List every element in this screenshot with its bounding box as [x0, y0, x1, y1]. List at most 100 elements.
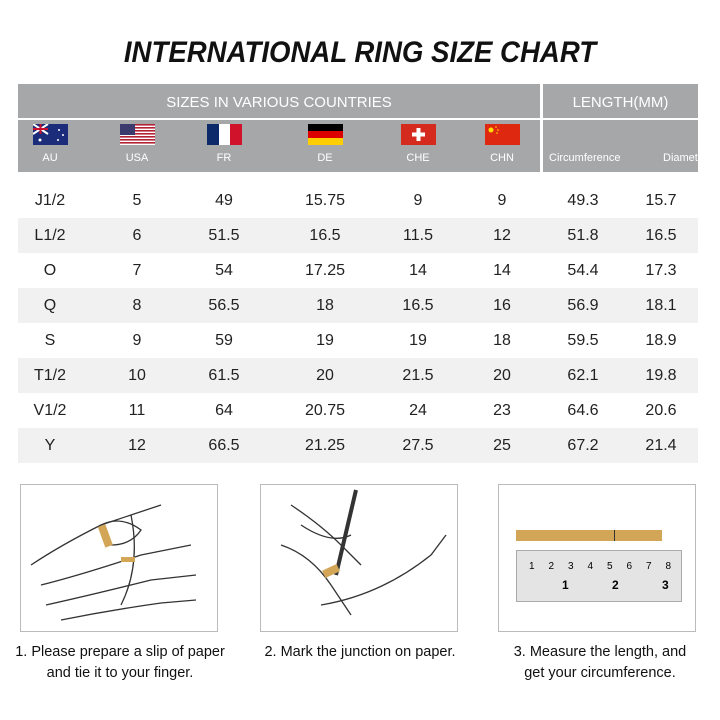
step1-illustration: [20, 484, 218, 632]
table-cell: 56.9: [567, 297, 599, 314]
table-cell: 18.1: [645, 297, 677, 314]
table-cell: Y: [44, 437, 56, 454]
table-row: Q 8 56.5 18 16.5 16 56.9 18.1: [18, 288, 698, 323]
table-row: T1/2 10 61.5 20 21.5 20 62.1 19.8: [18, 358, 698, 393]
ruler-mark: 2: [548, 561, 555, 572]
sizes-header: SIZES IN VARIOUS COUNTRIES: [18, 84, 540, 118]
table-cell: L1/2: [34, 227, 66, 244]
country-code: USA: [125, 152, 149, 164]
step-line: 1. Please prepare a slip of paper: [15, 644, 225, 660]
table-cell: 21.5: [402, 367, 434, 384]
ruler-mark: 1: [529, 561, 535, 572]
usa-flag-icon: [120, 124, 155, 145]
table-cell: 16: [493, 297, 511, 314]
france-flag-icon: [207, 124, 242, 145]
table-row: V1/2 11 64 20.75 24 23 64.6 20.6: [18, 393, 698, 428]
country-row: AU USA FR DE CHE CHN: [18, 120, 540, 172]
table-cell: 51.5: [208, 227, 240, 244]
table-cell: 17.25: [304, 262, 346, 279]
hand-marking-paper-icon: [280, 489, 447, 616]
table-cell: 62.1: [567, 367, 599, 384]
table-cell: 12: [493, 227, 511, 244]
table-cell: 18: [493, 332, 511, 349]
table-cell: 20: [316, 367, 334, 384]
ruler-mark: 3: [662, 578, 669, 592]
table-cell: Q: [43, 297, 57, 314]
table-cell: 21.25: [304, 437, 346, 454]
length-header-label: LENGTH(MM): [572, 94, 669, 111]
table-cell: J1/2: [34, 192, 66, 209]
table-cell: 16.5: [645, 227, 677, 244]
ruler-mark: 1: [562, 578, 569, 592]
country-code: CHE: [406, 152, 430, 164]
table-cell: 59.5: [567, 332, 599, 349]
table-cell: 20.6: [645, 402, 677, 419]
table-cell: 64.6: [567, 402, 599, 419]
table-cell: 54.4: [567, 262, 599, 279]
page-title: INTERNATIONAL RING SIZE CHART: [123, 36, 597, 69]
step-line: 2. Mark the junction on paper.: [264, 644, 456, 660]
table-cell: 49.3: [567, 192, 599, 209]
step-caption: 3. Measure the length, and get your circu…: [490, 642, 710, 684]
table-cell: 16.5: [402, 297, 434, 314]
table-row: J1/2 5 49 15.75 9 9 49.3 15.7: [18, 183, 698, 218]
step-line: get your circumference.: [524, 665, 676, 681]
table-row: L1/2 6 51.5 16.5 11.5 12 51.8 16.5: [18, 218, 698, 253]
table-cell: 18: [316, 297, 334, 314]
table-cell: 23: [493, 402, 511, 419]
step-line: 3. Measure the length, and: [513, 644, 687, 660]
table-cell: 24: [409, 402, 427, 419]
table-cell: 9: [132, 332, 142, 349]
table-cell: 10: [128, 367, 146, 384]
step-caption: 1. Please prepare a slip of paper and tie…: [0, 642, 240, 684]
table-cell: 5: [132, 192, 142, 209]
table-cell: 11: [128, 402, 146, 419]
china-flag-icon: [485, 124, 520, 145]
table-cell: T1/2: [33, 367, 66, 384]
table-cell: 9: [413, 192, 423, 209]
table-cell: 8: [132, 297, 142, 314]
diameter-label: Diameter: [663, 152, 708, 164]
table-cell: 25: [493, 437, 511, 454]
table-row: S 9 59 19 19 18 59.5 18.9: [18, 323, 698, 358]
table-cell: 9: [497, 192, 507, 209]
table-cell: 61.5: [208, 367, 240, 384]
table-cell: 51.8: [567, 227, 599, 244]
length-header: LENGTH(MM): [543, 84, 698, 118]
ruler-mark: 3: [568, 561, 574, 572]
table-cell: 12: [128, 437, 146, 454]
table-row: Y 12 66.5 21.25 27.5 25 67.2 21.4: [18, 428, 698, 463]
table-row: O 7 54 17.25 14 14 54.4 17.3: [18, 253, 698, 288]
germany-flag-icon: [308, 124, 343, 145]
table-cell: 18.9: [645, 332, 677, 349]
table-cell: 7: [132, 262, 142, 279]
country-code: AU: [42, 152, 58, 164]
table-cell: 54: [215, 262, 233, 279]
table-cell: 19.8: [645, 367, 677, 384]
sizes-header-label: SIZES IN VARIOUS COUNTRIES: [166, 94, 392, 111]
switzerland-flag-icon: [401, 124, 436, 145]
table-cell: 15.75: [304, 192, 346, 209]
table-cell: 56.5: [208, 297, 240, 314]
table-cell: 14: [409, 262, 427, 279]
ruler-mark: 5: [607, 561, 613, 572]
table-cell: 59: [215, 332, 233, 349]
ruler-mark: 2: [612, 578, 619, 592]
ruler-mark: 7: [646, 561, 652, 572]
table-cell: 49: [215, 192, 233, 209]
ruler-mark: 8: [665, 561, 672, 572]
australia-flag-icon: [33, 124, 68, 145]
table-cell: 19: [316, 332, 334, 349]
table-cell: 16.5: [309, 227, 341, 244]
step2-illustration: [260, 484, 458, 632]
table-cell: 20.75: [304, 402, 346, 419]
country-code: FR: [216, 152, 232, 164]
length-subheader: Circumference Diameter: [543, 120, 708, 172]
ruler-mark: 4: [587, 561, 594, 572]
table-cell: 17.3: [645, 262, 677, 279]
circumference-label: Circumference: [549, 152, 621, 164]
table-cell: V1/2: [33, 402, 67, 419]
